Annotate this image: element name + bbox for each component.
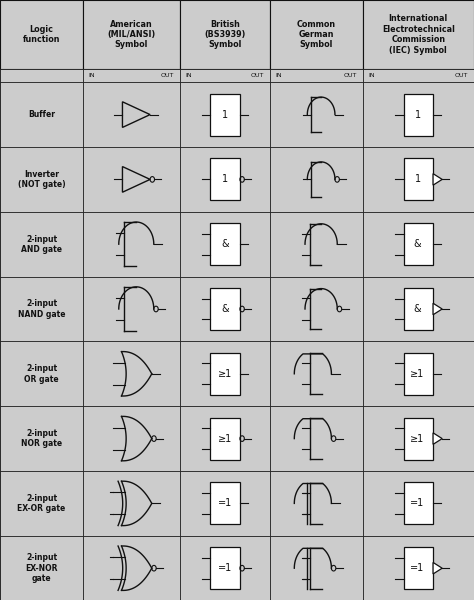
Bar [180, 471, 270, 536]
Text: 1: 1 [222, 110, 228, 119]
Bar [83, 406, 180, 471]
Bar [363, 341, 474, 406]
Polygon shape [433, 303, 442, 315]
Bar [210, 482, 240, 524]
Bar [270, 147, 363, 212]
Text: American
(MIL/ANSI)
Symbol: American (MIL/ANSI) Symbol [108, 20, 155, 49]
Text: IN: IN [368, 73, 375, 78]
Text: 2-input
AND gate: 2-input AND gate [21, 235, 62, 254]
Polygon shape [433, 173, 442, 185]
Bar [0, 406, 83, 471]
Text: OUT: OUT [251, 73, 264, 78]
Bar [83, 277, 180, 341]
Bar [210, 223, 240, 265]
Text: Inverter
(NOT gate): Inverter (NOT gate) [18, 170, 65, 189]
Text: 1: 1 [414, 175, 420, 184]
Text: ≥1: ≥1 [410, 369, 425, 379]
Bar [270, 406, 363, 471]
Text: 1: 1 [414, 110, 420, 119]
Bar [363, 147, 474, 212]
Bar [180, 277, 270, 341]
Bar [210, 547, 240, 589]
Text: IN: IN [89, 73, 95, 78]
Text: OUT: OUT [161, 73, 174, 78]
Bar [180, 406, 270, 471]
Bar [0, 341, 83, 406]
Bar [83, 0, 180, 69]
Bar [83, 147, 180, 212]
Text: ≥1: ≥1 [218, 369, 232, 379]
Text: 2-input
NOR gate: 2-input NOR gate [21, 429, 62, 448]
Text: &: & [414, 304, 421, 314]
Text: 2-input
NAND gate: 2-input NAND gate [18, 299, 65, 319]
Bar [0, 82, 83, 147]
Bar [403, 547, 433, 589]
Text: 1: 1 [222, 175, 228, 184]
Bar [403, 223, 433, 265]
Text: =1: =1 [218, 499, 232, 508]
Text: British
(BS3939)
Symbol: British (BS3939) Symbol [204, 20, 246, 49]
Polygon shape [433, 562, 442, 574]
Bar [83, 212, 180, 277]
Bar [180, 69, 270, 82]
Bar [270, 69, 363, 82]
Bar [0, 0, 83, 69]
Bar [83, 471, 180, 536]
Bar [270, 0, 363, 69]
Bar [0, 536, 83, 600]
Bar [180, 341, 270, 406]
Text: Logic
function: Logic function [23, 25, 60, 44]
Text: 2-input
OR gate: 2-input OR gate [24, 364, 59, 383]
Bar [363, 212, 474, 277]
Bar [270, 82, 363, 147]
Text: ≥1: ≥1 [218, 434, 232, 443]
Bar [180, 536, 270, 600]
Bar [210, 94, 240, 136]
Polygon shape [433, 433, 442, 445]
Bar [210, 353, 240, 395]
Bar [363, 406, 474, 471]
Bar [270, 536, 363, 600]
Bar [83, 536, 180, 600]
Text: IN: IN [276, 73, 283, 78]
Text: &: & [221, 304, 229, 314]
Text: IN: IN [186, 73, 192, 78]
Bar [403, 288, 433, 330]
Bar [403, 94, 433, 136]
Bar [363, 82, 474, 147]
Bar [270, 341, 363, 406]
Bar [270, 277, 363, 341]
Bar [0, 277, 83, 341]
Bar [0, 471, 83, 536]
Text: Buffer: Buffer [28, 110, 55, 119]
Text: ≥1: ≥1 [410, 434, 425, 443]
Bar [83, 341, 180, 406]
Text: OUT: OUT [455, 73, 468, 78]
Text: &: & [414, 239, 421, 249]
Bar [363, 471, 474, 536]
Bar [403, 353, 433, 395]
Bar [403, 158, 433, 200]
Bar [363, 277, 474, 341]
Text: Common
German
Symbol: Common German Symbol [297, 20, 336, 49]
Bar [0, 69, 83, 82]
Text: 2-input
EX-OR gate: 2-input EX-OR gate [18, 494, 65, 513]
Text: =1: =1 [218, 563, 232, 573]
Bar [180, 147, 270, 212]
Bar [180, 82, 270, 147]
Bar [0, 212, 83, 277]
Text: OUT: OUT [344, 73, 357, 78]
Text: =1: =1 [410, 563, 425, 573]
Bar [270, 212, 363, 277]
Text: =1: =1 [410, 499, 425, 508]
Text: 2-input
EX-NOR
gate: 2-input EX-NOR gate [25, 553, 58, 583]
Bar [180, 212, 270, 277]
Text: International
Electrotechnical
Commission
(IEC) Symbol: International Electrotechnical Commissio… [382, 14, 455, 55]
Bar [0, 147, 83, 212]
Bar [363, 69, 474, 82]
Bar [403, 482, 433, 524]
Bar [210, 418, 240, 460]
Bar [180, 0, 270, 69]
Bar [363, 0, 474, 69]
Bar [363, 536, 474, 600]
